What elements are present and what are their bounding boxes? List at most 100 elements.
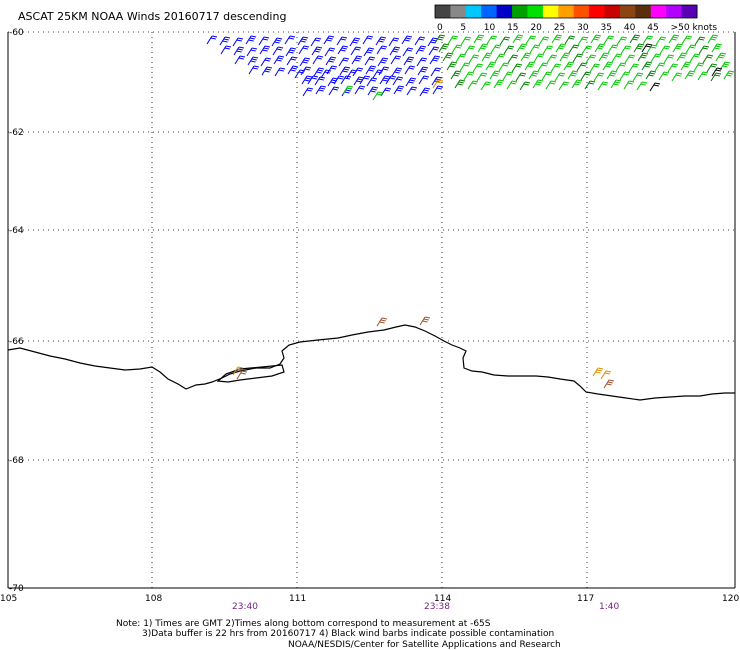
wind-barb <box>581 45 593 55</box>
longitude-label: 111 <box>289 594 306 604</box>
wind-barb <box>571 79 583 89</box>
wind-barb <box>624 54 636 64</box>
wind-barb <box>298 45 310 55</box>
wind-barb <box>323 35 335 45</box>
wind-barb <box>463 71 475 81</box>
wind-barb <box>485 61 497 71</box>
wind-barb <box>649 82 661 92</box>
wind-barb <box>602 61 614 71</box>
legend-label: 30 <box>577 23 589 33</box>
wind-barb <box>558 81 570 91</box>
wind-barb <box>616 36 628 46</box>
wind-barb <box>707 34 719 44</box>
wind-barb <box>584 80 596 90</box>
legend-label: 20 <box>530 23 542 33</box>
longitude-label: 114 <box>434 594 451 604</box>
legend-label: 35 <box>601 23 612 33</box>
wind-barb <box>285 47 297 57</box>
wind-barb <box>390 55 402 65</box>
wind-barb <box>310 37 322 47</box>
wind-barb <box>476 72 488 82</box>
wind-barb <box>405 77 417 87</box>
wind-barb <box>427 37 439 47</box>
wind-barb <box>418 75 430 85</box>
legend-swatch <box>512 5 528 18</box>
wind-barb <box>593 72 605 82</box>
wind-barb <box>403 56 415 66</box>
wind-barb <box>232 37 244 47</box>
wind-barb <box>689 53 701 63</box>
wind-barb <box>391 67 403 77</box>
latitude-labels: -60 -62 -64 -66 -68 -70 <box>9 28 24 594</box>
wind-barb <box>681 35 693 45</box>
wind-barb <box>233 46 245 56</box>
wind-barb <box>315 85 327 95</box>
legend-label: 45 <box>647 23 658 33</box>
wind-barb <box>486 35 498 45</box>
wind-barb <box>349 37 361 47</box>
wind-barb <box>493 79 505 89</box>
wind-barb <box>432 85 444 95</box>
wind-barb <box>419 316 431 326</box>
wind-barb <box>663 54 675 64</box>
wind-barb <box>555 43 567 53</box>
wind-barb <box>477 43 489 53</box>
wind-barb <box>589 63 601 73</box>
wind-barb <box>697 71 709 81</box>
wind-barb <box>419 87 431 97</box>
wind-barb <box>659 45 671 55</box>
wind-barb <box>706 63 718 73</box>
wind-barb <box>698 45 710 55</box>
wind-barb <box>611 53 623 63</box>
wind-barb <box>667 63 679 73</box>
legend-swatch <box>619 5 636 18</box>
wind-speed-legend: 0 5 10 15 20 25 30 35 40 45 >50 knots <box>434 4 717 33</box>
wind-barb <box>610 79 622 89</box>
wind-barb <box>352 67 364 77</box>
wind-barb <box>590 34 602 44</box>
wind-barb <box>499 36 511 46</box>
wind-barb <box>554 72 566 82</box>
wind-barb <box>503 45 515 55</box>
wind-barb <box>592 367 604 377</box>
legend-swatch <box>496 5 513 18</box>
wind-barb <box>577 36 589 46</box>
wind-barbs <box>206 34 735 389</box>
wind-barb <box>259 45 271 55</box>
longitude-label: 105 <box>0 594 17 604</box>
wind-barb <box>401 35 413 45</box>
wind-barb <box>636 81 648 91</box>
wind-barb <box>538 36 550 46</box>
wind-barb <box>680 61 692 71</box>
latitude-label: -60 <box>9 28 24 38</box>
wind-barb <box>338 57 350 67</box>
wind-barb <box>650 53 662 63</box>
wind-barb <box>364 56 376 66</box>
wind-barb <box>481 52 493 62</box>
wind-barb <box>246 47 258 57</box>
longitude-label: 120 <box>722 594 739 604</box>
wind-barb <box>284 35 296 45</box>
wind-barb <box>336 36 348 46</box>
wind-barb <box>206 35 218 45</box>
wind-barb <box>654 62 666 72</box>
wind-barb <box>232 366 244 376</box>
wind-barb <box>563 61 575 71</box>
legend-label: 25 <box>554 23 565 33</box>
wind-barb <box>594 43 606 53</box>
wind-barb <box>598 52 610 62</box>
wind-barb <box>464 45 476 55</box>
time-label: 23:40 <box>232 602 258 612</box>
wind-barb <box>507 54 519 64</box>
wind-barb <box>460 36 472 46</box>
wind-barb <box>600 370 612 380</box>
legend-swatch <box>604 5 621 18</box>
wind-barb <box>551 34 563 44</box>
wind-barb <box>606 70 618 80</box>
wind-barb <box>684 70 696 80</box>
wind-barb <box>389 46 401 56</box>
time-label: 1:40 <box>599 602 619 612</box>
wind-barb <box>672 43 684 53</box>
wind-barb <box>603 379 615 389</box>
